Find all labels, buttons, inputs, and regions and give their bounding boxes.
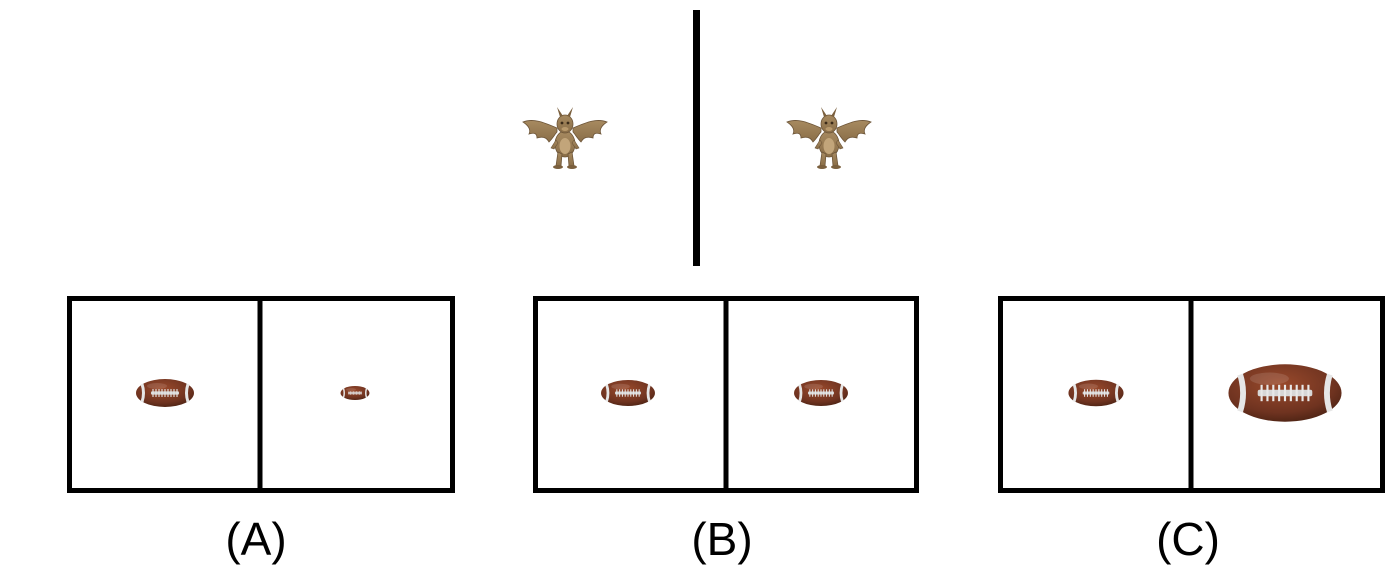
option-c-label: (C) — [1156, 513, 1220, 565]
option-c[interactable]: (C) — [998, 296, 1385, 565]
option-a-label: (A) — [225, 513, 286, 565]
football-icon-b-left — [599, 378, 657, 408]
reference-divider — [693, 10, 700, 266]
dragon-icon-right — [786, 106, 872, 170]
dragon-icon-left — [522, 106, 608, 170]
football-icon-a-left — [134, 377, 196, 409]
option-a[interactable]: (A) — [67, 296, 455, 565]
reference-pair — [522, 10, 872, 266]
football-icon-b-right — [792, 378, 850, 408]
football-icon-a-right — [339, 385, 371, 401]
football-icon-c-left — [1067, 378, 1125, 408]
option-b[interactable]: (B) — [533, 296, 919, 565]
option-b-label: (B) — [691, 513, 752, 565]
football-icon-c-right — [1228, 364, 1341, 421]
